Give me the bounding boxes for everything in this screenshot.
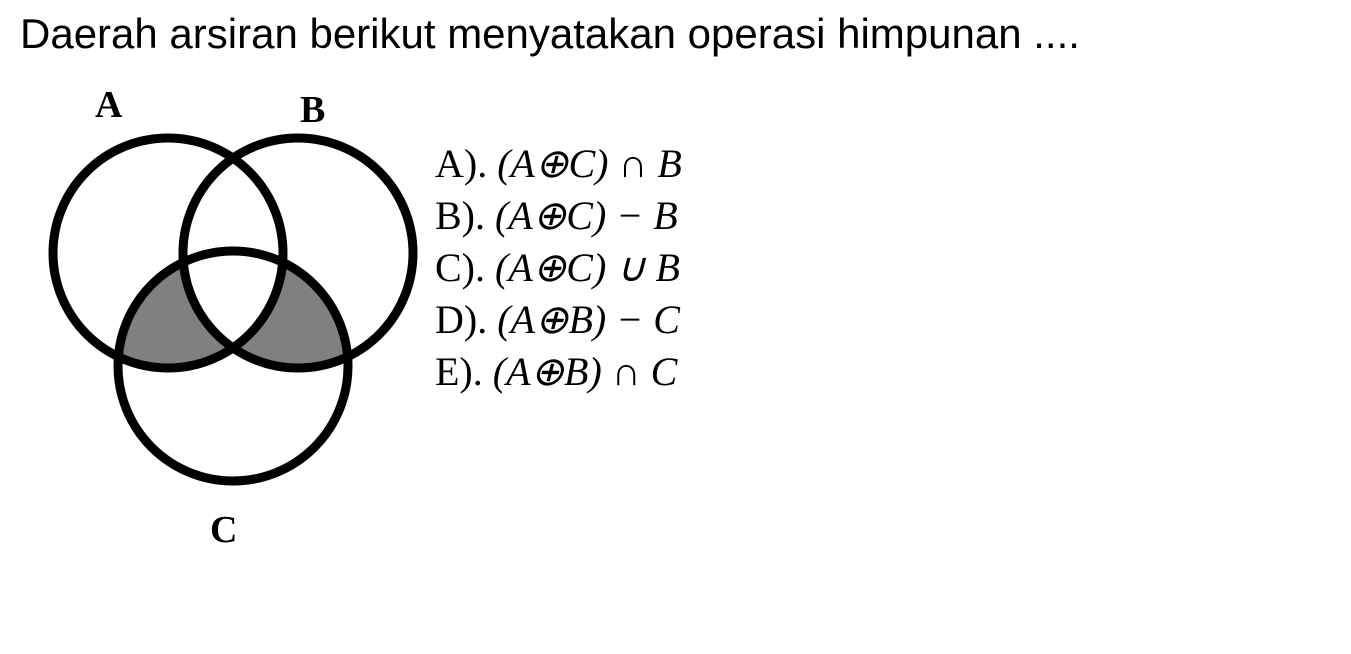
options-list: A). (A⊕C) ∩ B B). (A⊕C) − B C). (A⊕C) ∪ …: [435, 138, 682, 398]
shade-b-c-nota: [20, 68, 440, 548]
option-a-label: A).: [435, 141, 487, 186]
option-e-label: E).: [435, 349, 483, 394]
option-b-expr: (A⊕C) − B: [495, 193, 678, 238]
option-e: E). (A⊕B) ∩ C: [435, 346, 682, 398]
option-c-label: C).: [435, 245, 485, 290]
question-container: Daerah arsiran berikut menyatakan operas…: [20, 10, 1331, 548]
content-row: A B C A). (A⊕C) ∩ B B). (A⊕C) − B C). (A…: [20, 68, 1331, 548]
option-a-expr: (A⊕C) ∩ B: [497, 141, 682, 186]
option-d: D). (A⊕B) − C: [435, 294, 682, 346]
option-a: A). (A⊕C) ∩ B: [435, 138, 682, 190]
option-c-expr: (A⊕C) ∪ B: [495, 245, 680, 290]
option-d-label: D).: [435, 297, 487, 342]
option-d-expr: (A⊕B) − C: [497, 297, 680, 342]
option-b: B). (A⊕C) − B: [435, 190, 682, 242]
venn-svg: [20, 68, 440, 548]
option-b-label: B).: [435, 193, 485, 238]
option-e-expr: (A⊕B) ∩ C: [493, 349, 678, 394]
question-text: Daerah arsiran berikut menyatakan operas…: [20, 10, 1331, 58]
venn-label-c: C: [210, 508, 237, 552]
venn-label-a: A: [95, 83, 122, 127]
venn-diagram: A B C: [20, 68, 440, 548]
option-c: C). (A⊕C) ∪ B: [435, 242, 682, 294]
venn-label-b: B: [300, 88, 325, 132]
